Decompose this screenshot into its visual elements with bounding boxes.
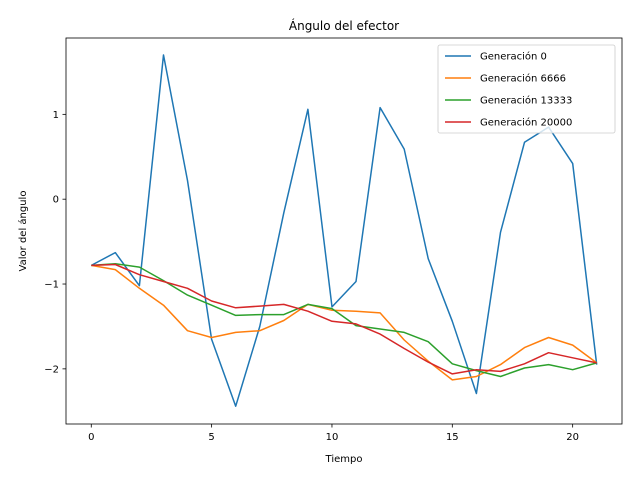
- legend-label-3: Generación 20000: [480, 117, 572, 129]
- x-tick-label: 0: [88, 432, 94, 443]
- x-tick-label: 15: [446, 432, 459, 443]
- series-line-2: [91, 262, 597, 378]
- legend-label-0: Generación 0: [480, 51, 547, 63]
- legend-label-2: Generación 13333: [480, 95, 572, 107]
- y-tick-label: 1: [53, 110, 59, 121]
- y-axis-label: Valor del ángulo: [17, 191, 29, 272]
- series-line-1: [91, 264, 598, 381]
- chart-title: Ángulo del efector: [289, 18, 399, 33]
- y-tick-label: −1: [44, 280, 59, 291]
- series-line-0: [90, 54, 598, 407]
- legend-box: [437, 44, 616, 134]
- y-axis: −2 −1 0 1: [44, 110, 66, 375]
- legend-label-1: Generación 6666: [480, 73, 566, 85]
- plot-frame: [65, 37, 623, 425]
- y-tick-label: −2: [44, 364, 59, 375]
- legend: Generación 0 Generación 6666 Generación 13…: [437, 44, 616, 134]
- x-axis-label: Tiempo: [325, 454, 363, 465]
- series-line-3: [91, 263, 597, 375]
- x-axis: 0 5 10 15 20: [88, 424, 579, 443]
- x-tick-label: 5: [208, 432, 214, 443]
- x-tick-label: 10: [326, 432, 339, 443]
- x-tick-label: 20: [566, 432, 579, 443]
- y-tick-label: 0: [53, 195, 59, 206]
- series-layer: [90, 54, 598, 407]
